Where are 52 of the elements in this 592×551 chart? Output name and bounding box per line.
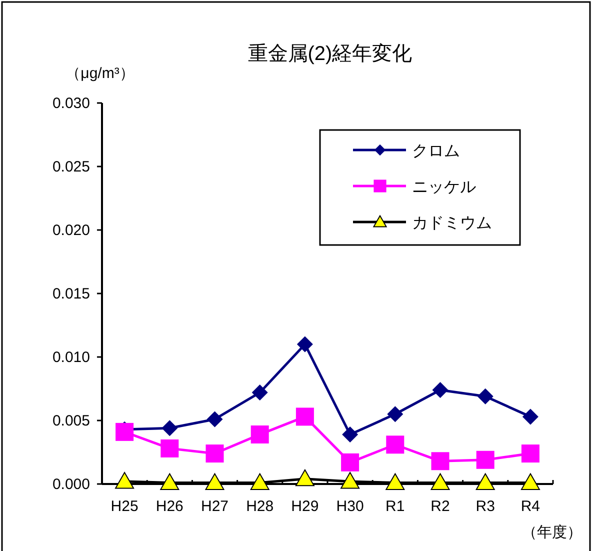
point [116, 422, 134, 441]
point [206, 444, 224, 463]
point [521, 444, 540, 463]
point [160, 439, 179, 458]
point [340, 472, 360, 489]
x-tick-label: H26 [156, 498, 184, 515]
point [476, 450, 494, 469]
x-tick-label: H30 [336, 498, 364, 515]
point [476, 473, 495, 490]
point [205, 473, 224, 490]
point [162, 420, 178, 436]
point [522, 408, 538, 425]
point [387, 406, 404, 422]
x-tick-label: H28 [246, 498, 274, 515]
y-tick-label: 0.010 [52, 349, 90, 366]
y-tick-label: 0.020 [52, 222, 90, 239]
point [477, 388, 494, 404]
point [250, 473, 270, 490]
point [520, 473, 540, 490]
x-axis-title: （年度） [522, 524, 582, 541]
point [386, 436, 404, 454]
legend-label: クロム [412, 143, 460, 160]
x-tick-label: R4 [520, 498, 540, 515]
x-tick-label: H25 [110, 498, 138, 515]
legend-label: カドミウム [412, 215, 492, 232]
point [160, 473, 180, 490]
point [250, 425, 269, 444]
point [296, 408, 314, 426]
y-tick-label: 0.030 [52, 95, 90, 112]
chart-title: 重金属(2)経年変化 [248, 42, 412, 65]
point [432, 382, 448, 398]
point [386, 473, 405, 490]
point [342, 426, 358, 442]
x-tick-label: H27 [200, 498, 229, 515]
point [295, 469, 314, 486]
y-tick-label: 0.000 [52, 476, 90, 493]
x-tick-label: R3 [476, 498, 495, 515]
x-tick-label: R1 [386, 498, 405, 515]
point [341, 453, 360, 472]
y-tick-label: 0.015 [52, 286, 90, 302]
point [206, 411, 223, 428]
x-tick-label: H29 [291, 498, 319, 515]
point [115, 472, 134, 489]
y-tick-label: 0.005 [52, 412, 90, 430]
legend-label: ニッケル [412, 179, 476, 196]
point [430, 473, 450, 490]
point [431, 452, 450, 470]
point [252, 384, 268, 401]
y-axis-title: （μg/m³） [66, 65, 134, 82]
point [296, 336, 313, 352]
y-tick-label: 0.025 [52, 158, 90, 176]
x-tick-label: R2 [430, 498, 450, 515]
